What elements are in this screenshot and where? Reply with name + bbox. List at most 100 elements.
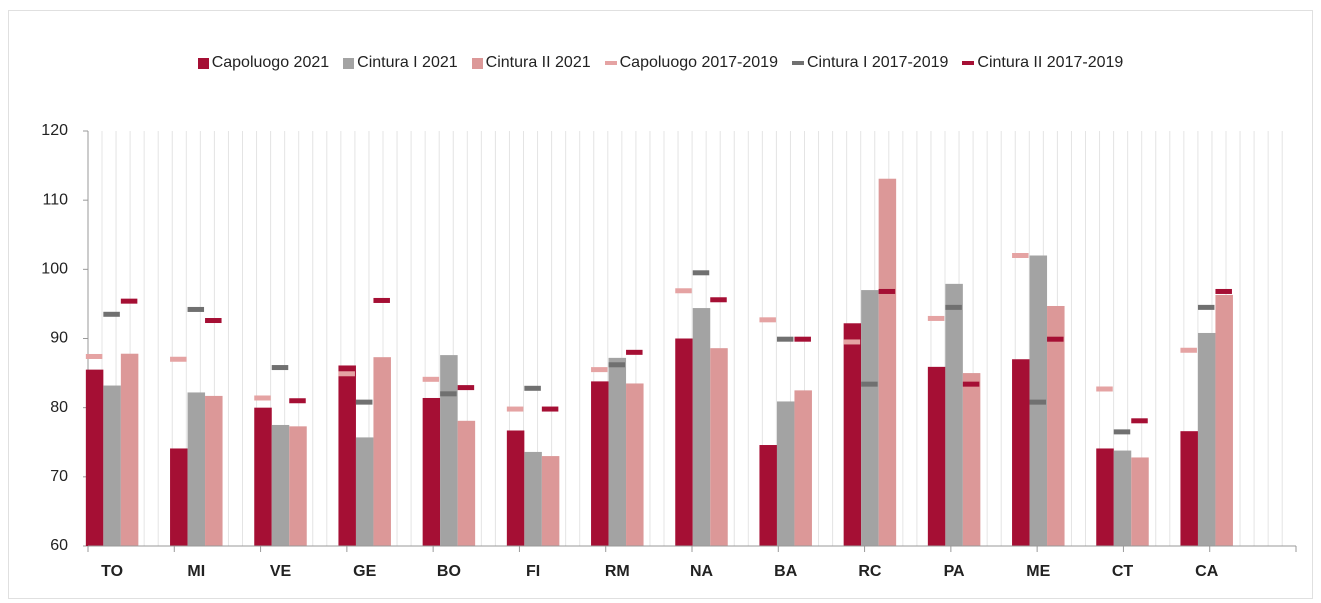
bar [962, 373, 981, 546]
marker [1113, 429, 1131, 435]
y-tick-label: 100 [41, 261, 68, 278]
bar [861, 290, 879, 546]
x-tick-label: RC [858, 563, 882, 580]
marker [355, 399, 373, 405]
marker [608, 362, 626, 368]
bar [85, 369, 104, 546]
marker [524, 385, 541, 391]
legend-swatch [197, 57, 209, 69]
bar [794, 390, 812, 546]
y-tick-label: 120 [41, 122, 68, 139]
marker [422, 376, 440, 382]
legend-swatch [791, 61, 804, 65]
bar [608, 357, 627, 546]
bar [289, 426, 307, 546]
marker [541, 406, 559, 412]
marker [927, 315, 945, 321]
bar [759, 445, 777, 546]
legend-label: Cintura I 2017-2019 [806, 54, 949, 71]
x-tick-label: ME [1026, 563, 1050, 580]
marker [1096, 386, 1113, 392]
marker [776, 336, 794, 342]
bar [776, 401, 795, 546]
marker [373, 297, 390, 303]
marker [692, 270, 710, 276]
marker [120, 298, 138, 304]
x-tick-label: CT [1112, 563, 1134, 580]
marker [440, 391, 457, 397]
marker [945, 304, 962, 310]
bar [1215, 294, 1233, 546]
legend-swatch [962, 61, 975, 65]
marker [338, 371, 355, 377]
x-tick-label: PA [944, 563, 965, 580]
legend-label: Capoluogo 2017-2019 [619, 54, 778, 71]
marker [1131, 418, 1148, 424]
marker [1180, 347, 1197, 353]
y-tick-label: 70 [50, 468, 68, 485]
legend-swatch [343, 57, 355, 69]
bar [878, 178, 897, 546]
marker [85, 353, 103, 359]
bar [338, 365, 356, 546]
bar [1131, 457, 1149, 546]
legend-item: Capoluogo 2017-2019 [604, 54, 778, 72]
y-tick-label: 60 [50, 537, 68, 554]
bar [373, 357, 391, 546]
marker [759, 317, 776, 323]
bar [440, 355, 458, 546]
marker [271, 365, 289, 371]
bar [843, 323, 862, 546]
bar [591, 381, 609, 546]
bar [355, 437, 374, 546]
bar [1096, 448, 1114, 546]
bar [506, 430, 525, 546]
x-tick-label: TO [101, 563, 123, 580]
x-tick-label: BO [437, 563, 461, 580]
marker [289, 398, 306, 404]
x-tick-label: RM [605, 563, 630, 580]
marker [1197, 304, 1215, 310]
legend-swatch [604, 61, 617, 65]
marker [205, 318, 222, 324]
x-tick-label: NA [690, 563, 714, 580]
marker [962, 381, 980, 387]
marker [1215, 288, 1232, 294]
marker [1012, 253, 1029, 258]
bar [1012, 359, 1030, 546]
bar [524, 451, 542, 546]
legend: Capoluogo 2021 Cintura I 2021 Cintura II 2… [0, 54, 1321, 72]
marker [103, 311, 120, 317]
bar [692, 308, 711, 546]
x-tick-label: VE [270, 563, 292, 580]
bar [103, 385, 121, 546]
legend-item: Cintura II 2021 [471, 54, 591, 72]
marker [457, 385, 475, 391]
legend-item: Capoluogo 2021 [197, 54, 330, 72]
marker [843, 339, 861, 345]
bar [710, 348, 728, 546]
marker [591, 367, 608, 373]
x-tick-label: BA [774, 563, 798, 580]
bar [626, 383, 644, 546]
bar [205, 395, 223, 546]
marker [1029, 399, 1047, 405]
marker [626, 349, 643, 355]
frame [8, 10, 1313, 599]
bar [271, 424, 290, 546]
marker [254, 395, 271, 401]
y-tick-label: 110 [42, 191, 68, 208]
bar [675, 338, 693, 546]
bar [254, 407, 272, 546]
bar [927, 366, 946, 546]
marker [1047, 336, 1064, 342]
legend-label: Cintura I 2021 [357, 54, 458, 71]
marker [506, 406, 524, 412]
y-tick-label: 90 [50, 330, 68, 347]
legend-label: Capoluogo 2021 [211, 54, 330, 71]
x-tick-label: GE [353, 563, 376, 580]
marker [794, 336, 811, 342]
bar [1047, 305, 1065, 546]
legend-item: Cintura I 2021 [343, 54, 458, 72]
